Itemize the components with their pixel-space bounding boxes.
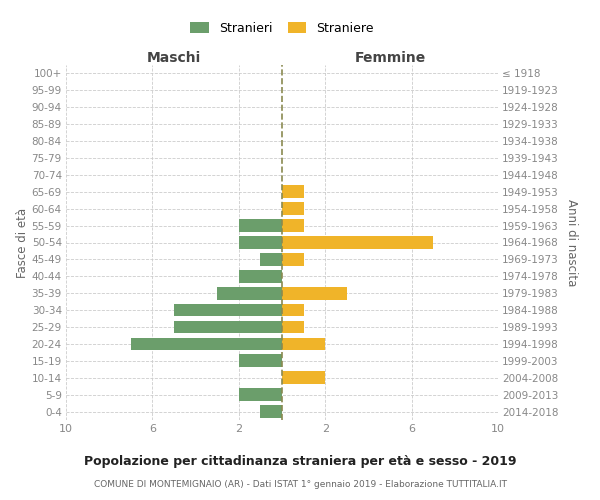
- Y-axis label: Anni di nascita: Anni di nascita: [565, 199, 578, 286]
- Y-axis label: Fasce di età: Fasce di età: [16, 208, 29, 278]
- Bar: [282, 220, 304, 232]
- Bar: [282, 253, 304, 266]
- Bar: [282, 186, 304, 198]
- Text: Femmine: Femmine: [355, 51, 425, 65]
- Text: COMUNE DI MONTEMIGNAIO (AR) - Dati ISTAT 1° gennaio 2019 - Elaborazione TUTTITAL: COMUNE DI MONTEMIGNAIO (AR) - Dati ISTAT…: [94, 480, 506, 489]
- Text: Popolazione per cittadinanza straniera per età e sesso - 2019: Popolazione per cittadinanza straniera p…: [84, 455, 516, 468]
- Bar: [239, 236, 282, 249]
- Bar: [174, 304, 282, 316]
- Bar: [131, 338, 282, 350]
- Bar: [260, 405, 282, 418]
- Legend: Stranieri, Straniere: Stranieri, Straniere: [187, 18, 377, 38]
- Bar: [282, 372, 325, 384]
- Bar: [239, 354, 282, 367]
- Bar: [282, 202, 304, 215]
- Bar: [239, 270, 282, 282]
- Text: Maschi: Maschi: [147, 51, 201, 65]
- Bar: [174, 320, 282, 334]
- Bar: [217, 287, 282, 300]
- Bar: [282, 338, 325, 350]
- Bar: [282, 287, 347, 300]
- Bar: [282, 304, 304, 316]
- Bar: [239, 220, 282, 232]
- Bar: [239, 388, 282, 401]
- Bar: [282, 236, 433, 249]
- Bar: [260, 253, 282, 266]
- Bar: [282, 320, 304, 334]
